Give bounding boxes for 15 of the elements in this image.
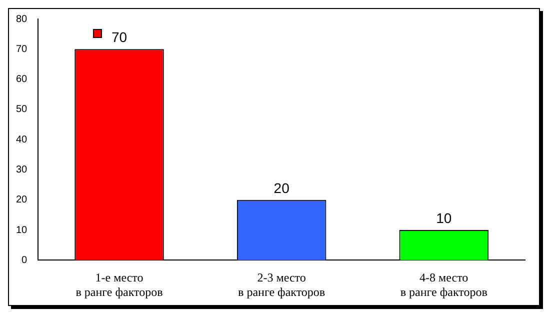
y-tick-label: 80	[16, 14, 28, 25]
y-tick-label: 50	[16, 104, 28, 116]
y-tick-label: 70	[16, 44, 28, 55]
x-tick-label: 4-8 место в ранге факторов	[400, 270, 488, 299]
data-label: 10	[436, 210, 452, 226]
y-tick-label: 40	[16, 134, 28, 146]
data-label: 70	[111, 29, 128, 46]
y-tick-label: 0	[22, 254, 28, 266]
x-tick-label: 2-3 место в ранге факторов	[238, 270, 326, 299]
y-tick-label: 60	[16, 74, 28, 86]
x-tick-label: 1-е место в ранге факторов	[76, 270, 164, 299]
y-tick-label: 30	[16, 164, 28, 176]
data-label: 20	[274, 180, 290, 196]
y-tick-label: 10	[16, 224, 28, 236]
y-tick-label: 20	[16, 194, 28, 206]
